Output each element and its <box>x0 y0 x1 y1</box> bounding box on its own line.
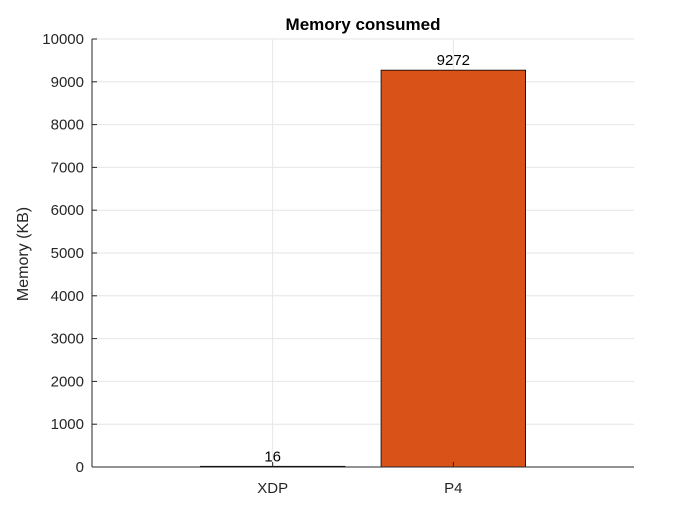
data-labels: 16 9272 <box>264 52 470 465</box>
y-tick-label: 10000 <box>42 31 84 48</box>
chart-title: Memory consumed <box>286 15 441 34</box>
y-tick-label: 8000 <box>51 117 84 134</box>
y-tick-label: 9000 <box>51 74 84 91</box>
axes: 0 1000 2000 3000 4000 5000 6000 7000 8000 9000 100… <box>42 31 634 497</box>
y-tick-label: 5000 <box>51 245 84 262</box>
grid-lines <box>92 38 634 467</box>
y-tick-label: 6000 <box>51 202 84 219</box>
bar-p4 <box>380 69 527 468</box>
y-tick-label: 4000 <box>51 288 84 305</box>
data-label-xdp: 16 <box>264 448 281 465</box>
y-tick-label: 7000 <box>51 159 84 176</box>
y-tick-label: 2000 <box>51 373 84 390</box>
y-tick-label: 3000 <box>51 331 84 348</box>
x-tick-label: XDP <box>257 480 288 497</box>
bars <box>199 69 527 468</box>
y-tick-label: 0 <box>76 459 84 476</box>
y-axis-title: Memory (KB) <box>15 207 32 301</box>
x-tick-label: P4 <box>444 480 462 497</box>
data-label-p4: 9272 <box>437 52 470 69</box>
y-tick-label: 1000 <box>51 416 84 433</box>
